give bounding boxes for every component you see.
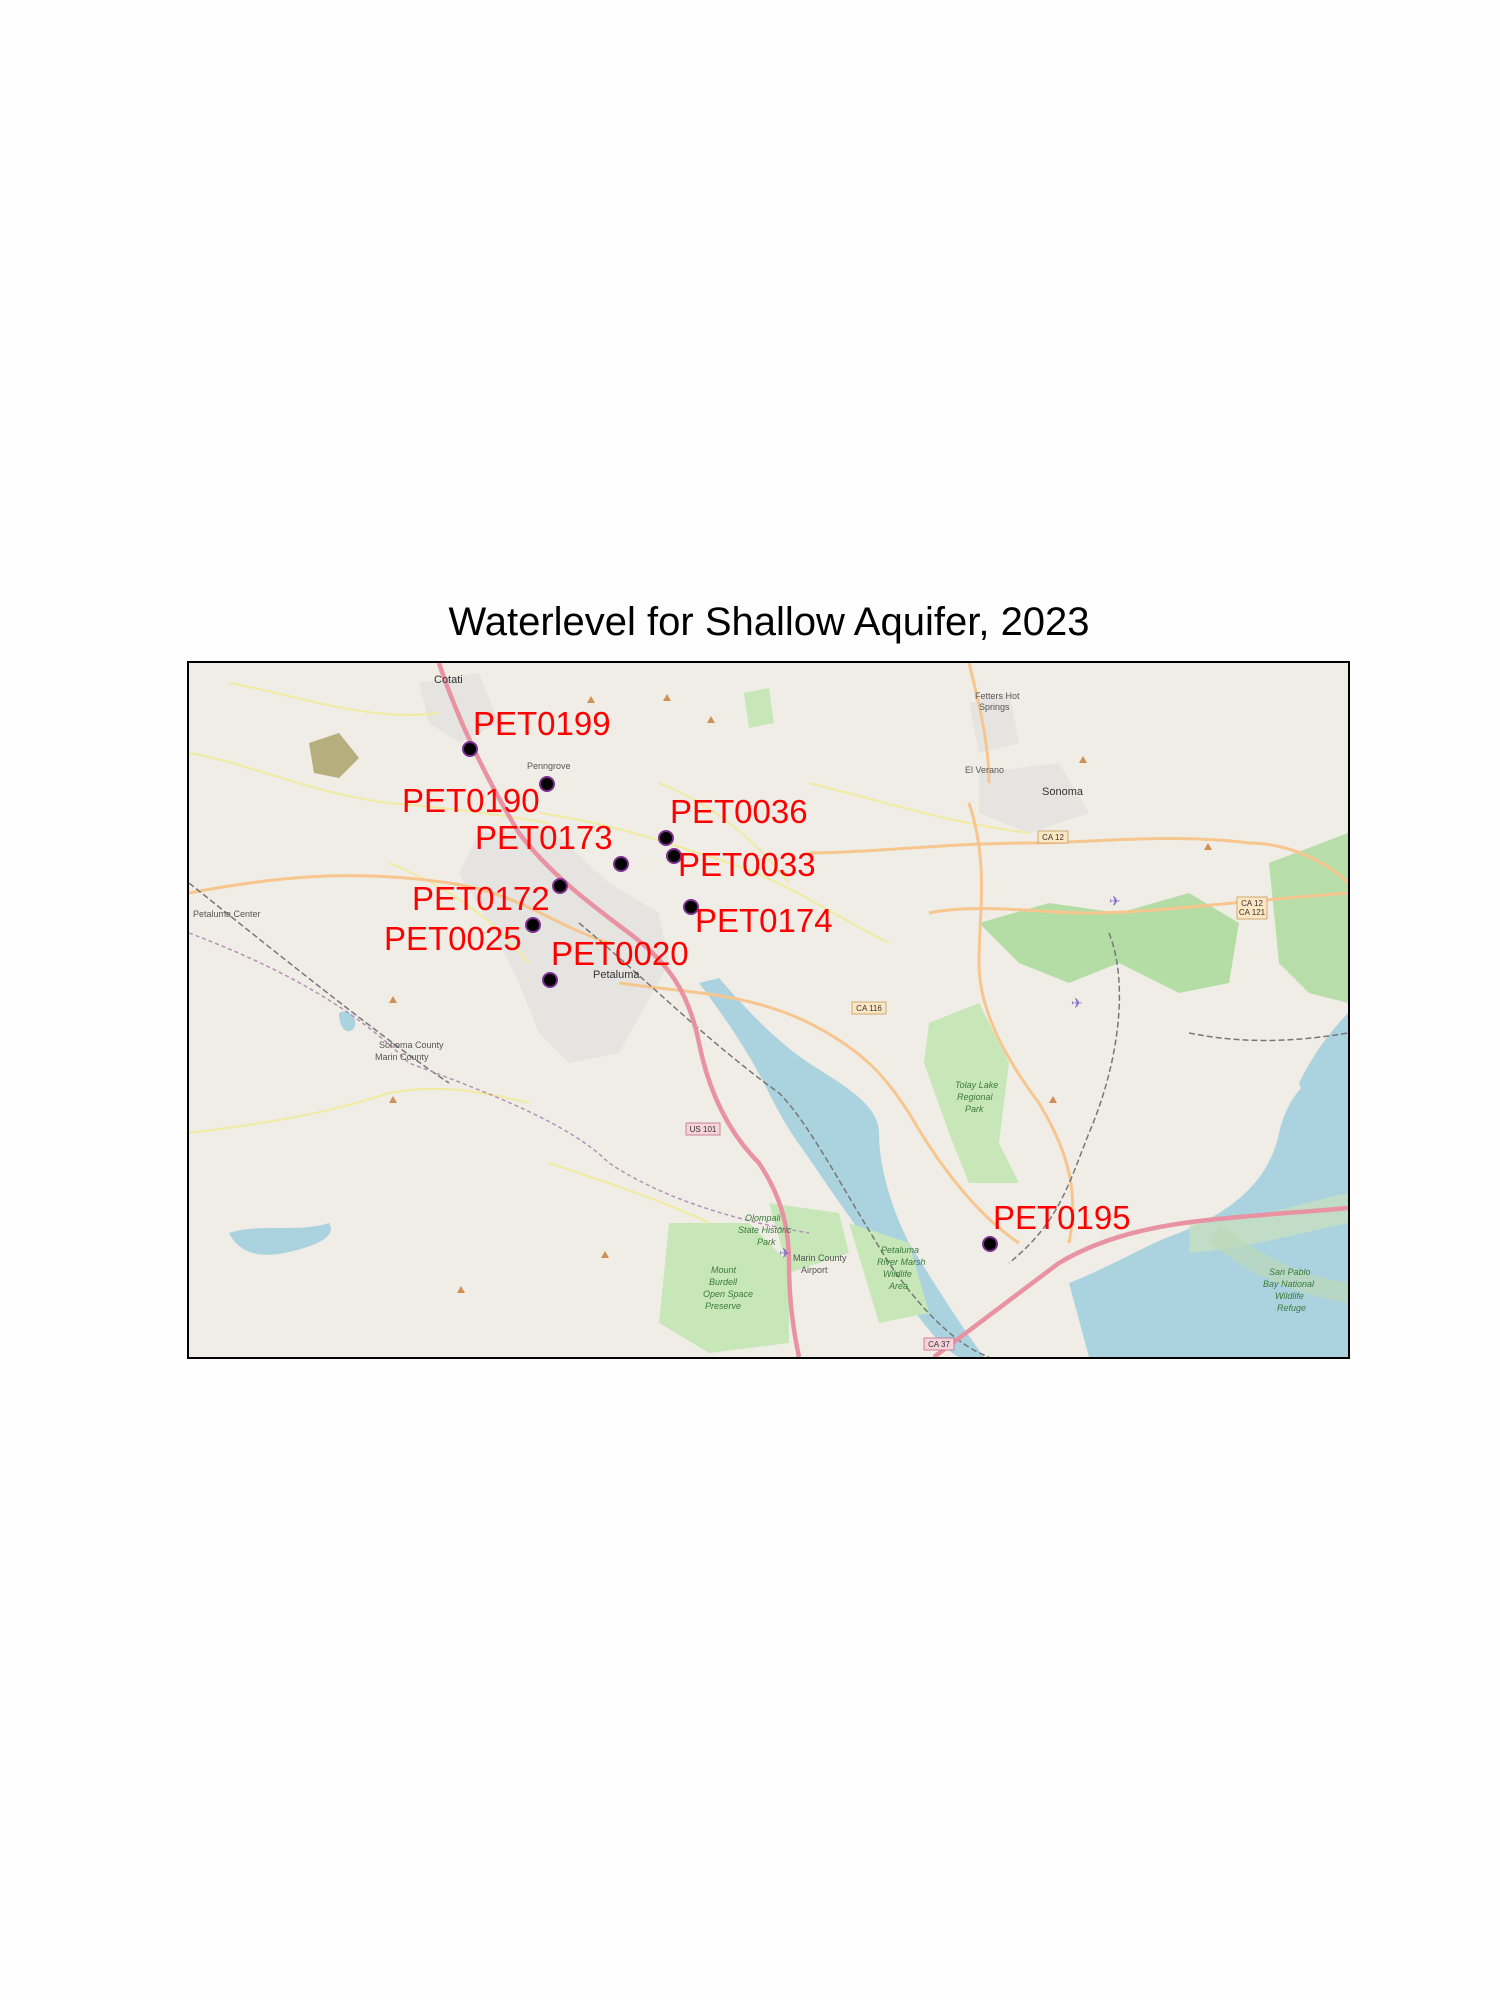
shield-ca37: CA 37	[928, 1340, 950, 1349]
marsh-wildlife-area	[849, 1223, 929, 1323]
county-boundary	[189, 932, 810, 1234]
well-marker[interactable]: PET0199	[462, 705, 611, 757]
well-label: PET0174	[695, 902, 833, 939]
bay-inlet	[1299, 1013, 1348, 1117]
well-marker[interactable]: PET0033	[666, 846, 816, 883]
well-label: PET0190	[402, 782, 540, 819]
label-refuge-1: San Pablo	[1269, 1267, 1311, 1277]
cotati-urban	[419, 673, 499, 743]
well-marker[interactable]: PET0020	[542, 935, 689, 988]
shield-ca12: CA 12	[1042, 833, 1064, 842]
label-burdell-2: Burdell	[709, 1277, 738, 1287]
label-airport-2: Airport	[801, 1265, 828, 1275]
minor-roads	[189, 682, 1030, 1224]
park-north	[744, 688, 774, 728]
label-airport-1: Marin County	[793, 1253, 847, 1263]
label-marsh-2: River Marsh	[877, 1257, 926, 1267]
well-marker[interactable]: PET0173	[475, 819, 629, 872]
label-burdell-1: Mount	[711, 1265, 737, 1275]
well-label: PET0173	[475, 819, 613, 856]
peak-icon	[389, 1096, 397, 1103]
label-burdell-4: Preserve	[705, 1301, 741, 1311]
place-labels: Cotati Penngrove Fetters Hot Springs El …	[193, 674, 1315, 1313]
peak-icon	[457, 1286, 465, 1293]
airport-icon: ✈	[1071, 996, 1083, 1012]
basemap: CA 12 CA 12 CA 121 CA 116 US 101 CA 37 C…	[189, 663, 1348, 1357]
label-olompali-2: State Historic	[738, 1225, 792, 1235]
label-tolay-1: Tolay Lake	[955, 1080, 998, 1090]
peak-icon	[587, 696, 595, 703]
well-marker[interactable]: PET0025	[384, 917, 541, 957]
label-fetters-1: Fetters Hot	[975, 691, 1020, 701]
label-marin-county: Marin County	[375, 1052, 429, 1062]
fetters-urban	[969, 693, 1019, 753]
label-el-verano: El Verano	[965, 765, 1004, 775]
label-petaluma: Petaluma	[593, 969, 640, 981]
well-label: PET0020	[551, 935, 689, 972]
shield-ca12-b: CA 12	[1241, 899, 1263, 908]
label-olompali-1: Olompali	[745, 1213, 782, 1223]
secondary-roads	[189, 663, 1348, 1245]
marsh-strip	[1209, 1223, 1348, 1303]
airport-icons: ✈ ✈ ✈	[779, 894, 1121, 1262]
label-petaluma-center: Petaluma Center	[193, 909, 261, 919]
well-label: PET0195	[993, 1199, 1131, 1236]
map-view[interactable]: CA 12 CA 12 CA 121 CA 116 US 101 CA 37 C…	[187, 661, 1350, 1359]
peak-icon	[1049, 1096, 1057, 1103]
label-marsh-1: Petaluma	[881, 1245, 919, 1255]
map-title: Waterlevel for Shallow Aquifer, 2023	[448, 600, 1090, 644]
peak-icon	[1079, 756, 1087, 763]
quarry	[309, 733, 359, 778]
label-penngrove: Penngrove	[527, 761, 571, 771]
shield-us101: US 101	[690, 1125, 717, 1134]
well-label: PET0025	[384, 920, 522, 957]
well-label: PET0033	[678, 846, 816, 883]
well-marker[interactable]: PET0190	[402, 776, 555, 819]
well-marker[interactable]: PET0036	[658, 793, 808, 846]
vineyard-area	[979, 893, 1239, 993]
peak-icon	[1204, 843, 1212, 850]
label-refuge-2: Bay National	[1263, 1279, 1315, 1289]
well-marker[interactable]: PET0172	[412, 878, 568, 917]
label-marsh-4: Area	[888, 1281, 908, 1291]
label-refuge-4: Refuge	[1277, 1303, 1306, 1313]
label-fetters-2: Springs	[979, 702, 1010, 712]
well-label: PET0172	[412, 880, 550, 917]
pond-west	[339, 1011, 356, 1032]
well-marker[interactable]: PET0195	[982, 1199, 1131, 1252]
reservoir-west	[229, 1223, 331, 1255]
land-background	[189, 663, 1348, 1357]
airport-icon: ✈	[779, 1246, 791, 1262]
shield-ca116: CA 116	[856, 1004, 882, 1013]
route-shields: CA 12 CA 12 CA 121 CA 116 US 101 CA 37	[685, 830, 1268, 1351]
airport-icon: ✈	[1109, 894, 1121, 910]
san-pablo-bay	[1069, 1063, 1348, 1357]
label-olompali-3: Park	[757, 1237, 776, 1247]
petaluma-urban	[459, 828, 669, 1063]
peak-icon	[389, 996, 397, 1003]
label-tolay-2: Regional	[957, 1092, 994, 1102]
label-burdell-3: Open Space	[703, 1289, 753, 1299]
east-green	[1269, 833, 1348, 1003]
major-roads	[436, 663, 1348, 1357]
mount-burdell-preserve	[659, 1223, 789, 1353]
peak-icon	[663, 694, 671, 701]
label-refuge-3: Wildlife	[1275, 1291, 1304, 1301]
tolay-lake-park	[924, 1003, 1019, 1183]
peak-markers	[389, 694, 1212, 1293]
shield-ca121: CA 121	[1239, 908, 1266, 917]
peak-icon	[707, 716, 715, 723]
label-marsh-3: Wildlife	[883, 1269, 912, 1279]
well-layer: PET0199 PET0190 PET0036 PET0173 PET0033 …	[384, 705, 1131, 1252]
well-marker[interactable]: PET0174	[683, 899, 833, 939]
sonoma-urban	[979, 763, 1089, 833]
rail-lines	[189, 882, 1348, 1357]
label-sonoma-county: Sonoma County	[379, 1040, 444, 1050]
peak-icon	[601, 1251, 609, 1258]
label-tolay-3: Park	[965, 1104, 984, 1114]
label-cotati: Cotati	[434, 674, 463, 686]
label-sonoma: Sonoma	[1042, 786, 1084, 798]
well-label: PET0036	[670, 793, 808, 830]
well-label: PET0199	[473, 705, 611, 742]
